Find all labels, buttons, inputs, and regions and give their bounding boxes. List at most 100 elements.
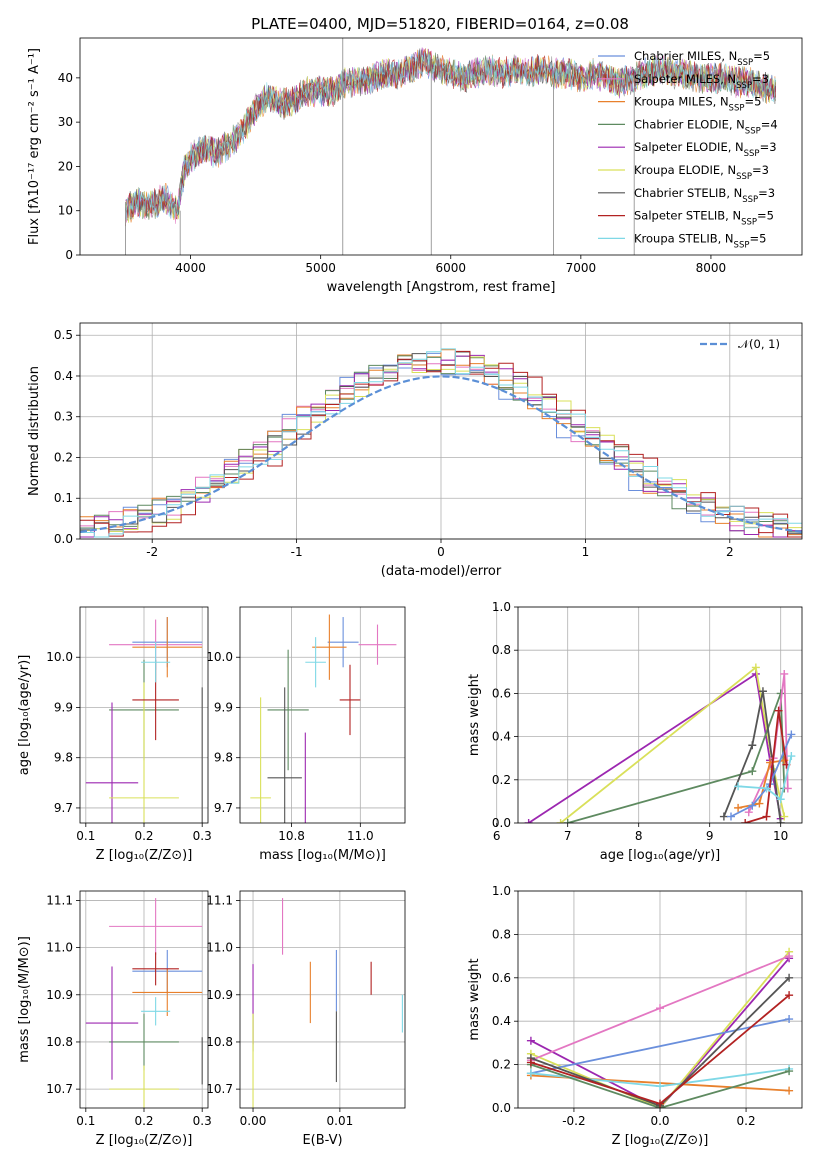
mass-weight-marker xyxy=(734,803,743,812)
x-tick-label: 0.2 xyxy=(134,829,153,843)
x-tick-label: 5000 xyxy=(305,261,336,275)
mass-weight-marker xyxy=(762,812,771,821)
y-tick-label: 11.0 xyxy=(46,941,73,955)
legend-subscript: SSP xyxy=(734,240,750,250)
mass-weight-marker xyxy=(780,669,789,678)
mass-weight-marker xyxy=(776,795,785,804)
panel-1: 4000 5000 6000 7000 8000 0 10 20 30 40 wavelength … xyxy=(27,37,803,295)
legend-suffix: =5 xyxy=(744,95,761,109)
axes-frame xyxy=(517,606,803,824)
x-tick-label: 6 xyxy=(493,829,501,843)
y-tick-label: 0.0 xyxy=(54,532,73,546)
errorbar-group xyxy=(252,898,403,1108)
y-axis-label: age [log₁₀(age/yr)] xyxy=(17,655,32,776)
mass-weight-marker xyxy=(785,1067,794,1076)
y-tick-label: 0.2 xyxy=(54,450,73,464)
x-tick-label: 1 xyxy=(582,545,590,559)
mass-weight-marker xyxy=(719,812,728,821)
mass-weight-marker xyxy=(785,1015,794,1024)
x-tick-label: 0.00 xyxy=(240,1114,267,1128)
y-tick-label: 10.9 xyxy=(46,988,73,1002)
mass-weight-marker xyxy=(556,819,565,823)
x-axis-label: Z [log₁₀(Z/Z⊙)] xyxy=(96,1133,193,1148)
y-tick-label: 9.8 xyxy=(54,751,73,765)
mass-weight-line xyxy=(560,665,786,823)
x-axis-label: (data-model)/error xyxy=(381,564,502,579)
mass-weight-marker xyxy=(526,1036,535,1045)
y-tick-label: 1.0 xyxy=(492,600,511,614)
y-tick-label: 9.9 xyxy=(214,700,233,714)
y-tick-label: 10.7 xyxy=(46,1082,73,1096)
mass-weight-marker xyxy=(780,812,789,821)
mass-weight-marker xyxy=(526,1069,535,1078)
spectrum-lines xyxy=(125,38,776,255)
mass-weight-marker xyxy=(758,687,767,696)
normal-curve xyxy=(80,375,802,533)
x-tick-label: 4000 xyxy=(175,261,206,275)
x-tick-label: 0.1 xyxy=(76,1114,95,1128)
y-tick-label: 9.7 xyxy=(54,801,73,815)
axes-frame xyxy=(79,322,803,540)
mass-weight-marker xyxy=(748,767,757,776)
x-axis-label: E(B-V) xyxy=(302,1133,342,1148)
y-tick-label: 0.4 xyxy=(492,730,511,744)
mass-weight-marker xyxy=(526,1058,535,1067)
y-tick-label: 9.8 xyxy=(214,751,233,765)
mass-weight-marker xyxy=(785,952,794,961)
panel-4: 10.8 11.0 9.7 9.8 9.9 10.0 mass [log₁₀(M/M⊙)] xyxy=(206,606,406,863)
x-tick-label: 0.2 xyxy=(737,1114,756,1128)
legend-label: 𝒩(0, 1) xyxy=(738,337,780,351)
mass-weight-marker xyxy=(734,782,743,791)
x-axis-label: Z [log₁₀(Z/Z⊙)] xyxy=(612,1133,709,1148)
mass-weight-marker xyxy=(787,730,796,739)
mass-weight-marker xyxy=(774,706,783,715)
errorbar-group xyxy=(85,898,203,1108)
legend-suffix: =5 xyxy=(757,209,774,223)
y-tick-label: 30 xyxy=(58,115,73,129)
legend-suffix: =3 xyxy=(752,72,769,86)
x-tick-label: 9 xyxy=(706,829,714,843)
mass-weight-marker xyxy=(748,741,757,750)
mass-weight-marker xyxy=(751,663,760,672)
x-tick-label: 0.3 xyxy=(193,829,212,843)
y-tick-label: 1.0 xyxy=(492,884,511,898)
x-tick-label: 7000 xyxy=(566,261,597,275)
y-tick-label: 10.9 xyxy=(206,988,233,1002)
y-axis-label: mass weight xyxy=(467,958,482,1040)
y-tick-label: 0.2 xyxy=(492,773,511,787)
x-tick-label: 6000 xyxy=(435,261,466,275)
legend-subscript: SSP xyxy=(736,172,752,182)
y-axis-label: Flux [fλ10⁻¹⁷ erg cm⁻² s⁻¹ A⁻¹] xyxy=(27,48,42,245)
legend-suffix: =3 xyxy=(752,163,769,177)
x-tick-label: 8 xyxy=(635,829,643,843)
legend-suffix: =3 xyxy=(758,186,775,200)
mass-weight-marker xyxy=(727,812,735,821)
figure-title: PLATE=0400, MJD=51820, FIBERID=0164, z=0… xyxy=(251,15,629,33)
y-tick-label: 10.8 xyxy=(46,1035,73,1049)
mass-weight-marker xyxy=(785,991,794,1000)
legend-label: Salpeter ELODIE, NSSP=3 xyxy=(634,140,777,159)
mass-weight-line xyxy=(744,710,788,823)
y-axis-label: mass weight xyxy=(467,674,482,756)
x-tick-label: 0.2 xyxy=(134,1114,153,1128)
mass-weight-marker xyxy=(785,973,794,982)
mass-weight-marker xyxy=(656,1004,664,1013)
y-tick-label: 20 xyxy=(58,159,73,173)
mass-weight-marker xyxy=(787,752,796,761)
y-tick-label: 0.6 xyxy=(492,971,511,985)
y-axis-label: mass [log₁₀(M/M⊙)] xyxy=(17,936,32,1063)
y-tick-label: 0.1 xyxy=(54,491,73,505)
mass-weight-marker xyxy=(741,819,750,823)
mass-weight-marker xyxy=(656,1099,664,1108)
axes-frame xyxy=(79,606,209,824)
legend-label: Kroupa ELODIE, NSSP=3 xyxy=(634,163,769,182)
legend-label: Kroupa MILES, NSSP=5 xyxy=(634,95,761,114)
legend-label: Chabrier STELIB, NSSP=3 xyxy=(634,186,775,205)
y-tick-label: 10 xyxy=(58,204,73,218)
mass-weight-line xyxy=(530,957,790,1108)
axes-frame xyxy=(79,37,803,256)
legend-subscript: SSP xyxy=(736,81,752,91)
x-tick-label: 0 xyxy=(437,545,445,559)
panel-3: 0.1 0.2 0.3 9.7 9.8 9.9 10.0 Z [log₁₀(Z/Z⊙)] age… xyxy=(17,606,212,863)
axes-frame xyxy=(239,890,406,1109)
